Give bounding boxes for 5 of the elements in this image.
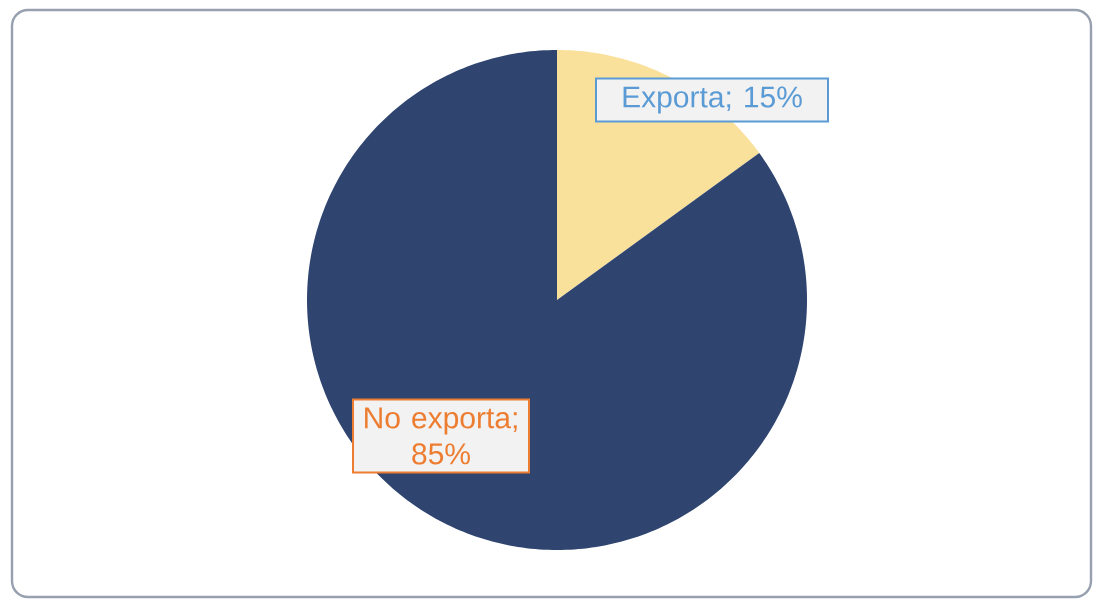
slice-label: Exporta <box>623 86 725 114</box>
text: 85% <box>412 443 470 465</box>
data-label: ; 15% <box>727 86 802 112</box>
slice-label: No exporta <box>365 407 512 435</box>
text: ; <box>513 412 517 432</box>
